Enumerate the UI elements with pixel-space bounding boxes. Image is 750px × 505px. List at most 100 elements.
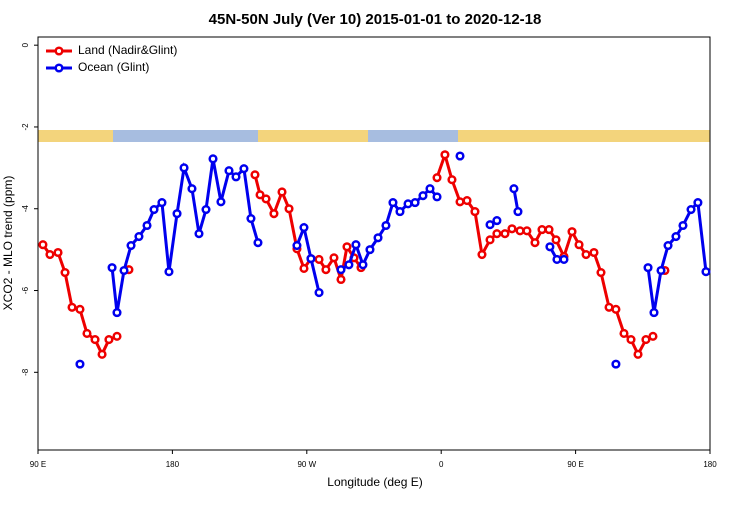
data-point	[329, 253, 339, 263]
data-point	[633, 349, 643, 359]
data-point	[507, 224, 517, 234]
data-point	[82, 328, 92, 339]
chart-title: 45N-50N July (Ver 10) 2015-01-01 to 2020…	[209, 11, 542, 28]
data-point	[470, 207, 480, 217]
x-axis-label: Longitude (deg E)	[327, 475, 422, 489]
data-point	[201, 205, 211, 215]
data-point	[134, 231, 144, 242]
data-point	[509, 184, 519, 194]
data-point	[126, 240, 136, 251]
data-point	[455, 151, 465, 161]
data-point	[149, 205, 159, 215]
data-point	[432, 173, 442, 183]
data-point	[299, 223, 309, 233]
data-point	[97, 349, 107, 359]
legend-label: Ocean (Glint)	[78, 60, 149, 74]
data-point	[231, 172, 241, 182]
data-point	[75, 359, 85, 369]
data-point	[172, 209, 182, 219]
data-point	[604, 302, 614, 312]
data-point	[314, 254, 324, 264]
legend-marker	[54, 46, 64, 56]
x-tick-label: 0	[439, 460, 444, 469]
data-point	[574, 240, 584, 250]
data-point	[418, 191, 428, 201]
y-tick-label: 0	[21, 42, 30, 47]
data-point	[67, 302, 77, 312]
data-point	[485, 235, 495, 245]
data-point	[462, 196, 472, 206]
data-point	[410, 198, 420, 208]
data-point	[551, 235, 561, 245]
data-point	[358, 260, 368, 270]
data-point	[194, 229, 204, 239]
x-tick-label: 180	[703, 460, 717, 469]
data-point	[522, 226, 532, 236]
data-point	[545, 242, 555, 252]
data-point	[686, 205, 696, 215]
data-point	[656, 265, 666, 276]
data-point	[216, 197, 226, 207]
data-point	[208, 154, 218, 164]
data-point	[678, 220, 688, 231]
data-point	[485, 220, 495, 230]
land-strip	[458, 130, 710, 142]
data-point	[277, 187, 287, 197]
data-point	[60, 267, 70, 278]
data-point	[365, 245, 375, 255]
data-point	[269, 209, 279, 219]
data-point	[75, 304, 85, 314]
data-point	[90, 335, 100, 345]
data-point	[455, 197, 465, 207]
data-point	[552, 254, 562, 264]
data-point	[515, 226, 525, 236]
data-point	[619, 328, 629, 339]
data-point	[537, 225, 547, 235]
data-point	[104, 335, 114, 345]
data-point	[179, 163, 189, 173]
data-point	[351, 240, 361, 250]
data-point	[45, 249, 55, 260]
data-point	[500, 229, 510, 239]
data-point	[112, 331, 122, 341]
x-tick-label: 90 E	[30, 460, 46, 469]
data-point	[336, 265, 346, 275]
y-tick-label: -8	[21, 368, 30, 376]
data-point	[589, 247, 599, 258]
data-point	[119, 265, 129, 276]
data-point	[663, 240, 673, 251]
data-point	[250, 170, 260, 180]
data-point	[648, 331, 658, 341]
data-point	[611, 304, 621, 314]
data-point	[292, 240, 302, 251]
x-tick-label: 90 W	[297, 460, 316, 469]
data-point	[693, 198, 703, 208]
data-point	[513, 207, 523, 217]
data-point	[157, 198, 167, 208]
plot-frame	[37, 36, 711, 451]
data-point	[239, 164, 249, 174]
data-point	[53, 247, 63, 258]
data-point	[626, 335, 636, 345]
y-tick-label: -6	[21, 286, 30, 294]
data-point	[373, 233, 383, 243]
data-point	[425, 184, 435, 194]
data-point	[492, 216, 502, 226]
data-point	[477, 249, 487, 260]
y-tick-label: -4	[21, 205, 30, 213]
data-point	[284, 204, 294, 214]
data-point	[381, 220, 391, 231]
data-point	[314, 288, 324, 298]
data-point	[261, 194, 271, 204]
land-strip	[38, 130, 113, 142]
data-point	[567, 227, 577, 237]
data-point	[611, 359, 621, 369]
data-point	[641, 335, 651, 345]
data-point	[492, 229, 502, 239]
y-tick-label: -2	[21, 123, 30, 131]
data-point	[224, 166, 234, 176]
x-tick-label: 180	[166, 460, 180, 469]
data-point	[388, 198, 398, 208]
